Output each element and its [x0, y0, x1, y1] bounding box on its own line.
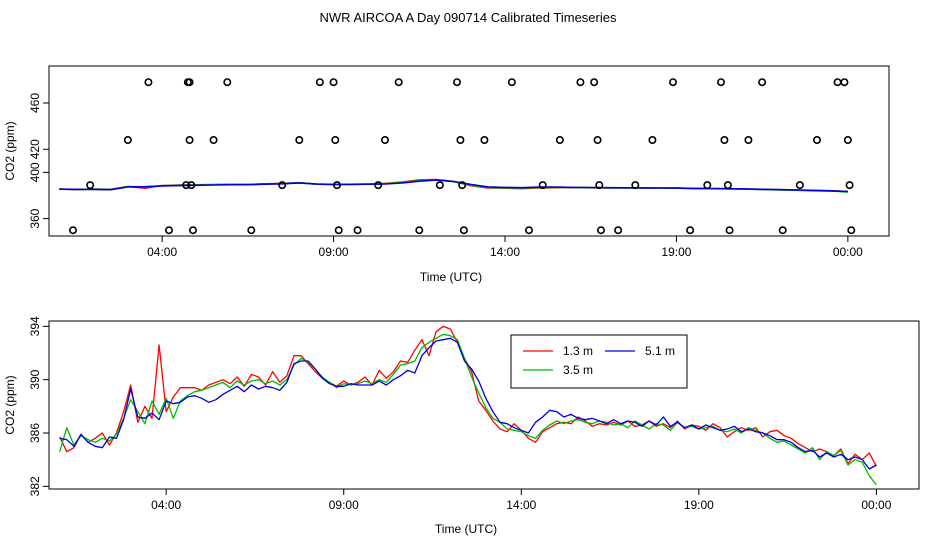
y-tick-label: 460	[28, 93, 42, 113]
calibration-point	[452, 78, 461, 87]
y-tick-label: 390	[28, 369, 42, 389]
calibration-point	[185, 136, 194, 145]
x-tick-label: 04:00	[151, 498, 181, 512]
calibration-point	[86, 181, 95, 190]
calibration-point	[595, 181, 604, 190]
calibration-point	[187, 181, 196, 190]
calibration-point	[555, 136, 564, 145]
calibration-point	[374, 181, 383, 190]
calibration-point	[209, 136, 218, 145]
series-line-51m	[59, 337, 877, 470]
calibration-point	[182, 181, 191, 190]
x-tick-label: 14:00	[490, 245, 520, 259]
calibration-point	[394, 78, 403, 87]
calibration-point	[524, 226, 533, 235]
calibration-point	[590, 78, 599, 87]
calibration-point	[843, 136, 852, 145]
calibration-point	[435, 181, 444, 190]
bottom-panel: 04:00 09:00 14:00 19:00 00:00 382 386 390 394 Tim…	[3, 316, 920, 536]
calibration-point	[716, 78, 725, 87]
calibration-point	[833, 78, 842, 87]
calibration-point	[758, 78, 767, 87]
calibration-point	[223, 78, 232, 87]
calibration-point	[334, 226, 343, 235]
legend-label: 3.5 m	[563, 363, 593, 377]
calibration-point	[278, 181, 287, 190]
calibration-point	[744, 136, 753, 145]
calibration-point	[847, 226, 856, 235]
y-tick-label: 394	[28, 316, 42, 336]
x-tick-label: 04:00	[147, 245, 177, 259]
calibration-point	[247, 226, 256, 235]
calibration-point	[720, 136, 729, 145]
x-axis-label: Time (UTC)	[435, 522, 497, 536]
calibration-point	[353, 226, 362, 235]
y-tick-label: 360	[28, 208, 42, 228]
series-group	[59, 178, 848, 193]
calibration-point	[329, 78, 338, 87]
calibration-point	[631, 181, 640, 190]
calibration-point	[456, 136, 465, 145]
calibration-point	[538, 181, 547, 190]
x-tick-label: 09:00	[319, 245, 349, 259]
calibration-point	[648, 136, 657, 145]
calibration-point	[576, 78, 585, 87]
calibration-point	[703, 181, 712, 190]
calibration-point	[315, 78, 324, 87]
calibration-point	[144, 78, 153, 87]
y-tick-label: 420	[28, 139, 42, 159]
calibration-point	[189, 226, 198, 235]
legend-label: 5.1 m	[645, 344, 675, 358]
calibration-point	[795, 181, 804, 190]
calibration-point	[725, 226, 734, 235]
legend-box	[510, 334, 688, 389]
calibration-point	[845, 181, 854, 190]
calibration-point	[480, 136, 489, 145]
calibration-point	[380, 136, 389, 145]
calibration-point	[723, 181, 732, 190]
x-axis-label: Time (UTC)	[420, 270, 482, 284]
series-line-51m	[59, 179, 848, 193]
x-tick-label: 19:00	[684, 498, 714, 512]
calibration-point	[668, 78, 677, 87]
y-tick-label: 386	[28, 423, 42, 443]
legend: 1.3 m 5.1 m 3.5 m	[510, 334, 688, 389]
x-tick-label: 14:00	[506, 498, 536, 512]
calibration-point	[332, 181, 341, 190]
figure-title: NWR AIRCOA A Day 090714 Calibrated Times…	[320, 10, 617, 25]
plot-frame	[48, 65, 890, 237]
legend-label: 1.3 m	[563, 344, 593, 358]
top-panel: 04:00 09:00 14:00 19:00 00:00 360 400 420 460 Tim…	[3, 65, 890, 284]
calibration-point	[69, 226, 78, 235]
calibration-point	[596, 226, 605, 235]
calibration-point	[165, 226, 174, 235]
series-line-13m	[59, 325, 877, 467]
y-tick-label: 382	[28, 476, 42, 496]
y-axis-label: CO2 (ppm)	[3, 121, 17, 180]
calibration-point	[812, 136, 821, 145]
x-tick-label: 00:00	[833, 245, 863, 259]
x-tick-label: 19:00	[661, 245, 691, 259]
calibration-point	[686, 226, 695, 235]
calibration-point	[614, 226, 623, 235]
x-tick-label: 00:00	[861, 498, 891, 512]
calibration-point	[778, 226, 787, 235]
x-tick-label: 09:00	[329, 498, 359, 512]
calibration-point	[593, 136, 602, 145]
y-tick-label: 400	[28, 162, 42, 182]
plot-frame	[48, 320, 920, 490]
calibration-point	[507, 78, 516, 87]
calibration-point	[123, 136, 132, 145]
calibration-point	[295, 136, 304, 145]
y-axis-label: CO2 (ppm)	[3, 375, 17, 434]
calibration-point	[458, 181, 467, 190]
series-line-35m	[59, 333, 877, 486]
calibration-point	[185, 78, 194, 87]
calibration-point	[459, 226, 468, 235]
calibration-point	[415, 226, 424, 235]
calibration-point	[840, 78, 849, 87]
calibration-point	[331, 136, 340, 145]
series-group	[59, 325, 877, 486]
